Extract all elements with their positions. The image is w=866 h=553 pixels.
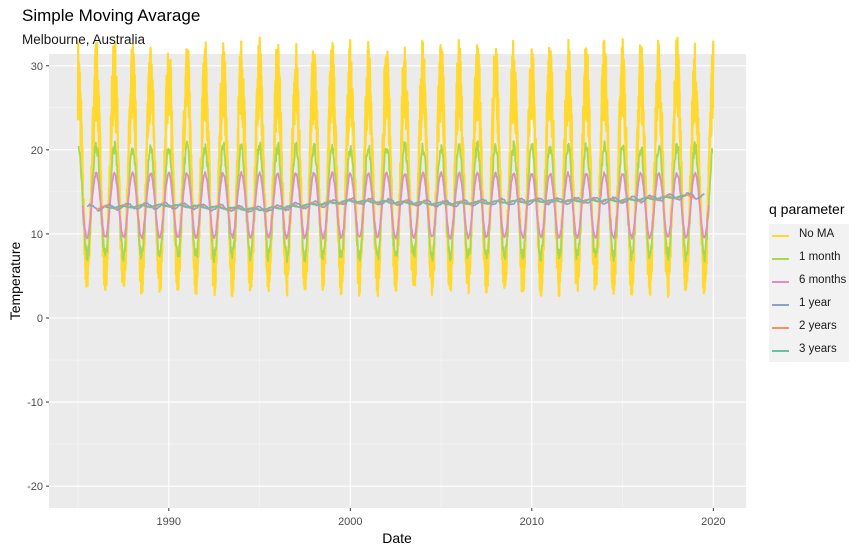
y-tick-label: 20 [31,145,43,157]
grid-lines [49,54,746,508]
y-axis-title: Temperature [7,241,23,320]
chart-title: Simple Moving Avarage [22,6,201,25]
legend-label-no-ma: No MA [799,228,835,240]
legend-key-1-month [772,258,789,260]
legend: No MA 1 month 6 months 1 year 2 years 3 … [769,224,849,362]
x-axis-title: Date [382,530,412,546]
chart-subtitle: Melbourne, Australia [22,32,146,47]
legend-item-3-years: 3 years [769,339,849,362]
legend-item-1-month: 1 month [769,247,849,270]
x-tick-label: 1990 [157,516,181,528]
x-tick-label: 2000 [338,516,362,528]
y-tick-label: 10 [31,229,43,241]
y-tick-label: 30 [31,61,43,73]
legend-label-1-month: 1 month [799,251,841,263]
legend-item-1-year: 1 year [769,293,849,316]
legend-item-2-years: 2 years [769,316,849,339]
x-tick-label: 2010 [520,516,544,528]
y-tick-label: -20 [27,481,43,493]
series-line-no-ma [76,36,715,298]
y-tick-label: 0 [37,313,43,325]
x-tick-label: 2020 [701,516,725,528]
legend-key-1-year [772,304,789,306]
legend-key-3-years [772,350,789,352]
legend-label-2-years: 2 years [799,320,837,332]
series-layer [76,36,715,298]
legend-label-6-months: 6 months [799,274,847,286]
axis-ticks: -20 -10 0 10 20 30 1990 2000 2010 2020 [27,61,725,528]
y-tick-label: -10 [27,397,43,409]
series-line-3-years [105,194,687,212]
series-line-1-month [77,140,714,264]
legend-item-no-ma: No MA [769,224,849,247]
legend-item-6-months: 6 months [769,270,849,293]
legend-key-no-ma [772,235,789,237]
series-line-6-months [81,171,710,240]
legend-key-6-months [772,281,789,283]
legend-key-2-years [772,327,789,329]
legend-label-3-years: 3 years [799,343,837,355]
legend-label-1-year: 1 year [799,297,831,309]
legend-title: q parameter [769,201,845,217]
